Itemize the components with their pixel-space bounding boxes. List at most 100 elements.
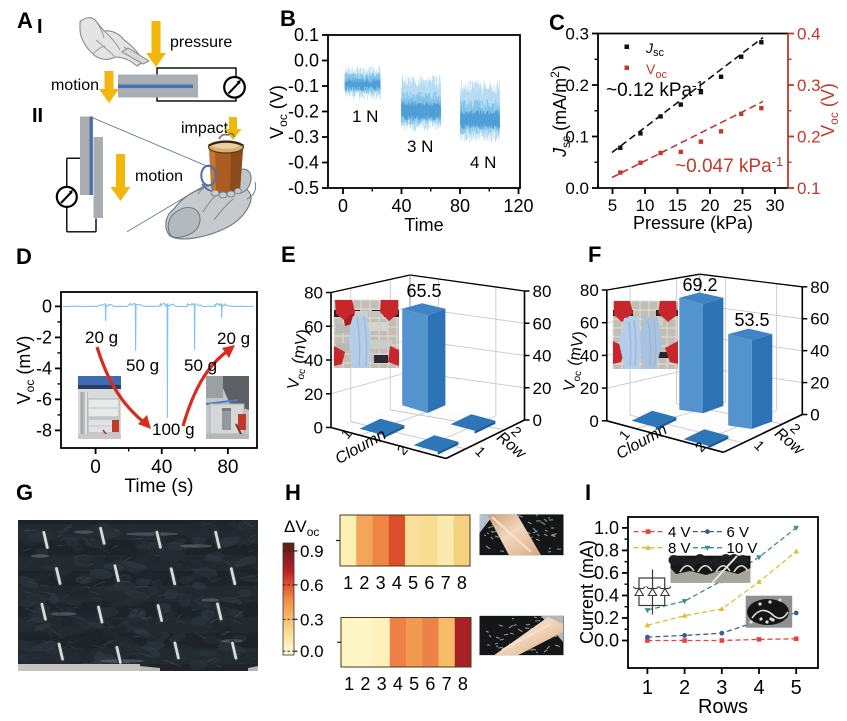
svg-text:15: 15 — [668, 196, 687, 215]
svg-text:20: 20 — [533, 379, 552, 398]
svg-text:1: 1 — [343, 573, 353, 593]
svg-text:1: 1 — [472, 443, 489, 460]
svg-text:0.9: 0.9 — [300, 542, 324, 561]
svg-text:0.4: 0.4 — [797, 25, 821, 44]
svg-text:0.0: 0.0 — [594, 631, 619, 651]
svg-text:-8: -8 — [36, 420, 52, 440]
svg-text:H: H — [285, 480, 301, 505]
svg-text:80: 80 — [580, 281, 599, 300]
svg-text:I: I — [37, 16, 43, 38]
svg-text:20: 20 — [810, 374, 829, 393]
svg-text:1 N: 1 N — [352, 107, 378, 126]
svg-text:0.1: 0.1 — [797, 179, 821, 198]
svg-text:0: 0 — [810, 406, 819, 425]
svg-text:3: 3 — [716, 677, 727, 699]
svg-text:E: E — [281, 242, 296, 267]
svg-text:II: II — [32, 105, 43, 127]
svg-text:0.3: 0.3 — [565, 25, 589, 44]
svg-text:8: 8 — [457, 573, 467, 593]
svg-text:3: 3 — [377, 674, 387, 694]
svg-text:2: 2 — [359, 573, 369, 593]
svg-text:0.8: 0.8 — [594, 540, 619, 560]
svg-text:6: 6 — [424, 573, 434, 593]
svg-text:1: 1 — [344, 674, 354, 694]
svg-text:Pressure (kPa): Pressure (kPa) — [633, 213, 753, 233]
svg-text:7: 7 — [442, 674, 452, 694]
svg-text:0.1: 0.1 — [294, 25, 319, 45]
svg-text:10: 10 — [636, 196, 655, 215]
svg-text:5: 5 — [408, 573, 418, 593]
svg-text:D: D — [16, 244, 32, 269]
svg-text:7: 7 — [441, 573, 451, 593]
svg-text:40: 40 — [391, 196, 411, 216]
svg-text:0.0: 0.0 — [565, 179, 589, 198]
svg-text:60: 60 — [304, 317, 323, 336]
svg-text:0.4: 0.4 — [594, 585, 619, 605]
svg-text:0: 0 — [589, 412, 598, 431]
svg-text:0: 0 — [314, 419, 323, 438]
svg-text:120: 120 — [503, 196, 533, 216]
svg-text:80: 80 — [533, 282, 552, 301]
svg-text:20: 20 — [580, 379, 599, 398]
svg-text:0: 0 — [338, 196, 348, 216]
svg-text:0.3: 0.3 — [797, 76, 821, 95]
svg-text:-0.2: -0.2 — [288, 102, 319, 122]
svg-text:80: 80 — [304, 284, 323, 303]
svg-text:53.5: 53.5 — [734, 310, 769, 330]
svg-text:0: 0 — [533, 411, 542, 430]
svg-text:Rows: Rows — [698, 696, 748, 718]
svg-text:0.1: 0.1 — [565, 128, 589, 147]
svg-text:Voc (V): Voc (V) — [267, 85, 290, 139]
svg-text:4: 4 — [392, 573, 402, 593]
svg-text:G: G — [16, 480, 33, 505]
svg-text:60: 60 — [580, 314, 599, 333]
svg-text:4: 4 — [753, 677, 764, 699]
svg-text:80: 80 — [450, 196, 470, 216]
svg-text:0.0: 0.0 — [294, 51, 319, 71]
svg-text:20 g: 20 g — [217, 329, 250, 348]
svg-text:-2: -2 — [36, 327, 52, 347]
svg-text:-0.3: -0.3 — [288, 127, 319, 147]
svg-text:0.0: 0.0 — [300, 642, 324, 661]
svg-text:10 V: 10 V — [727, 540, 758, 557]
svg-text:-0.1: -0.1 — [288, 76, 319, 96]
svg-text:4 V: 4 V — [668, 524, 691, 541]
svg-text:8 V: 8 V — [668, 540, 691, 557]
svg-text:60: 60 — [810, 310, 829, 329]
svg-text:20: 20 — [701, 196, 720, 215]
svg-text:30: 30 — [766, 196, 785, 215]
svg-text:5: 5 — [409, 674, 419, 694]
svg-text:69.2: 69.2 — [682, 275, 717, 295]
svg-text:2: 2 — [679, 677, 690, 699]
svg-text:Jsc (mA/m2): Jsc (mA/m2) — [548, 65, 573, 158]
svg-text:ΔVoc: ΔVoc — [284, 517, 319, 539]
svg-text:1: 1 — [642, 677, 653, 699]
svg-text:Time: Time — [404, 215, 443, 235]
svg-text:40: 40 — [580, 346, 599, 365]
svg-text:C: C — [549, 10, 565, 35]
svg-text:A: A — [17, 8, 33, 33]
svg-text:~0.12 kPa-1: ~0.12 kPa-1 — [606, 78, 704, 101]
svg-text:5: 5 — [608, 196, 617, 215]
svg-text:50 g: 50 g — [184, 356, 217, 375]
svg-text:3: 3 — [376, 573, 386, 593]
svg-text:3 N: 3 N — [407, 137, 433, 156]
svg-text:40: 40 — [533, 347, 552, 366]
svg-text:1.0: 1.0 — [594, 518, 619, 538]
svg-text:0.2: 0.2 — [594, 608, 619, 628]
svg-text:40: 40 — [304, 351, 323, 370]
svg-text:20: 20 — [304, 385, 323, 404]
svg-text:0.2: 0.2 — [797, 128, 821, 147]
svg-text:0.2: 0.2 — [565, 76, 589, 95]
svg-text:-6: -6 — [36, 389, 52, 409]
svg-text:8: 8 — [458, 674, 468, 694]
svg-text:-4: -4 — [36, 358, 52, 378]
svg-text:motion: motion — [51, 77, 99, 94]
svg-text:motion: motion — [135, 168, 183, 185]
svg-text:4 N: 4 N — [470, 153, 496, 172]
svg-text:2: 2 — [360, 674, 370, 694]
svg-text:100 g: 100 g — [152, 420, 195, 439]
svg-text:40: 40 — [810, 342, 829, 361]
svg-text:20 g: 20 g — [85, 328, 118, 347]
svg-text:80: 80 — [810, 278, 829, 297]
